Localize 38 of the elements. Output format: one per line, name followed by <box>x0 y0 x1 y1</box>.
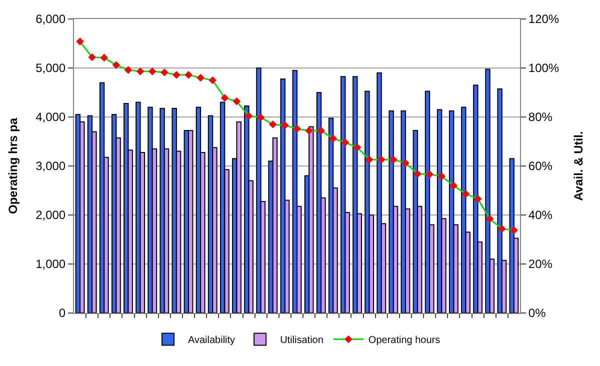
bar <box>136 102 141 313</box>
y2-tick-label: 100% <box>528 61 560 76</box>
y-axis-title: Operating hrs pa <box>6 118 20 214</box>
bar <box>473 84 478 313</box>
y-tick-label: 6,000 <box>36 12 66 26</box>
y-tick-label: 2,000 <box>36 208 66 222</box>
bar <box>172 108 177 313</box>
y-tick-label: 1,000 <box>36 257 66 272</box>
bar <box>236 121 242 313</box>
y-tick-label: 4,000 <box>36 110 66 124</box>
bar <box>376 72 382 313</box>
bar <box>148 106 153 313</box>
bar <box>364 90 370 313</box>
y-tick-label: 3,000 <box>36 159 66 174</box>
y2-tick-label: 80% <box>528 110 553 124</box>
bar <box>352 76 358 313</box>
bar <box>188 130 194 313</box>
y2-tick-label: 20% <box>528 257 553 272</box>
y-tick-label: 0 <box>58 306 66 320</box>
y2-tick-label: 120% <box>528 12 560 26</box>
bar <box>280 78 286 313</box>
y-tick-label: 5,000 <box>36 61 66 76</box>
bar <box>244 105 250 313</box>
legend-label: Availability <box>188 335 236 346</box>
bar <box>388 110 394 313</box>
y2-tick-label: 0% <box>528 306 546 320</box>
bar <box>461 106 466 313</box>
y2-tick-label: 60% <box>528 159 553 174</box>
y2-tick-label: 40% <box>528 208 553 222</box>
y2-axis-title: Avail. & Util. <box>571 131 586 201</box>
bar <box>497 88 502 313</box>
legend-label: Utilisation <box>280 335 324 346</box>
legend-label: Operating hours <box>368 335 440 346</box>
bar <box>256 68 262 313</box>
bar <box>485 68 490 313</box>
bar <box>160 108 165 313</box>
bar <box>308 126 314 313</box>
bar <box>272 137 278 313</box>
